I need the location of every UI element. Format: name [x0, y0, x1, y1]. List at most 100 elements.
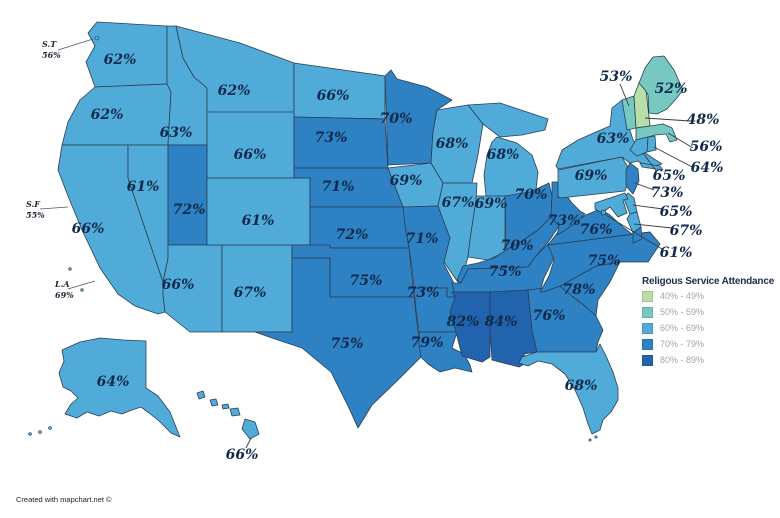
state-value-label-tx: 75%	[331, 336, 364, 352]
state-ri[interactable]	[646, 135, 657, 153]
city-label-los-angeles: L.A	[54, 279, 70, 289]
state-co[interactable]	[206, 177, 311, 246]
state-mi[interactable]	[467, 102, 549, 138]
callout-value-label-vt: 53%	[600, 69, 633, 85]
state-value-label-nc: 75%	[588, 253, 621, 269]
state-hi[interactable]	[221, 403, 230, 410]
state-value-label-id: 63%	[160, 125, 193, 141]
islet-ak-dot	[28, 432, 32, 436]
state-value-label-sd: 73%	[315, 130, 348, 146]
state-hi[interactable]	[241, 418, 260, 440]
state-tx[interactable]	[254, 257, 422, 429]
map-credit: Created with mapchart.net ©	[16, 495, 112, 504]
state-value-label-ky: 70%	[501, 238, 534, 254]
callout-value-label-dc: 61%	[660, 245, 693, 261]
state-value-label-mo: 71%	[406, 231, 439, 247]
callout-value-label-nh: 48%	[687, 112, 720, 128]
state-value-label-mi: 68%	[487, 147, 520, 163]
state-value-label-nd: 66%	[317, 88, 350, 104]
state-dc[interactable]	[600, 209, 607, 216]
state-ny[interactable]	[639, 162, 664, 171]
state-nj[interactable]	[625, 162, 640, 195]
state-value-label-mn: 70%	[380, 111, 413, 127]
state-la[interactable]	[418, 331, 473, 373]
legend-item-80-89: 80% - 89%	[642, 353, 780, 367]
state-value-label-wa: 62%	[104, 52, 137, 68]
legend-swatch-40-49	[642, 290, 653, 302]
state-ak[interactable]	[58, 337, 181, 438]
state-value-label-va: 76%	[580, 222, 613, 238]
state-hi[interactable]	[229, 407, 241, 417]
state-value-label-sc: 78%	[563, 282, 596, 298]
legend-title: Religous Service Attendance	[642, 276, 775, 287]
state-value-label-wi: 68%	[436, 136, 469, 152]
state-value-label-ak: 64%	[97, 374, 130, 390]
state-va[interactable]	[632, 226, 643, 244]
leader-line-hi	[245, 437, 252, 449]
state-value-label-az: 66%	[162, 277, 195, 293]
state-value-label-in: 69%	[475, 196, 508, 212]
legend-range-label: 80% - 89%	[660, 355, 705, 365]
islet-ca-dot	[80, 288, 84, 292]
state-me[interactable]	[638, 55, 684, 115]
state-value-label-me: 52%	[655, 81, 688, 97]
state-hi[interactable]	[209, 398, 219, 407]
state-value-label-la: 79%	[411, 335, 444, 351]
state-mn[interactable]	[384, 69, 453, 166]
legend-item-60-69: 60% - 69%	[642, 321, 780, 335]
state-value-label-nv: 61%	[127, 179, 160, 195]
legend-range-label: 70% - 79%	[660, 339, 705, 349]
leader-line-san-francisco	[39, 206, 69, 210]
state-value-label-ar: 73%	[407, 285, 440, 301]
state-value-label-co: 61%	[242, 213, 275, 229]
state-value-label-ms: 82%	[447, 314, 480, 330]
state-nh[interactable]	[633, 82, 651, 129]
state-ut[interactable]	[167, 144, 208, 246]
callout-value-label-ma: 56%	[690, 139, 723, 155]
state-fl[interactable]	[518, 343, 619, 435]
leader-line-seattle	[57, 38, 94, 51]
state-value-label-ia: 69%	[390, 173, 423, 189]
state-wv[interactable]	[550, 181, 586, 236]
state-value-label-ny: 63%	[597, 131, 630, 147]
leader-line-dc	[605, 214, 663, 250]
city-label-san-francisco: S.F	[26, 199, 41, 209]
state-value-label-wy: 66%	[234, 147, 267, 163]
leader-line-nh	[644, 117, 691, 122]
leader-line-ma	[667, 132, 694, 149]
leader-line-md	[633, 223, 673, 229]
state-vt[interactable]	[621, 95, 637, 131]
state-value-label-il: 67%	[442, 195, 475, 211]
state-value-label-wv: 73%	[548, 213, 581, 229]
state-value-label-pa: 69%	[575, 168, 608, 184]
state-value-label-al: 84%	[485, 314, 518, 330]
islet-fl-dot	[588, 438, 592, 442]
legend-swatch-80-89	[642, 354, 653, 366]
leader-line-los-angeles	[67, 280, 96, 290]
city-value-los-angeles: 69%	[55, 290, 74, 300]
city-value-san-francisco: 55%	[26, 210, 45, 220]
callout-value-label-de: 65%	[660, 204, 693, 220]
state-value-label-tn: 75%	[489, 264, 522, 280]
leader-line-ct	[642, 152, 658, 173]
state-value-label-ca: 66%	[72, 221, 105, 237]
state-value-label-fl: 68%	[565, 378, 598, 394]
state-value-label-ne: 71%	[322, 179, 355, 195]
islet-wa-dot	[94, 35, 100, 41]
state-wy[interactable]	[206, 111, 295, 179]
state-value-label-ga: 76%	[533, 308, 566, 324]
state-hi[interactable]	[196, 390, 206, 400]
islet-ak-dot	[48, 426, 52, 430]
islet-ak-dot	[38, 430, 42, 434]
callout-value-label-ct: 65%	[653, 168, 686, 184]
city-label-seattle: S.T	[42, 39, 57, 49]
state-ct[interactable]	[629, 136, 649, 157]
legend-items: 40% - 49% 50% - 59% 60% - 69% 70% - 79% 80% …	[642, 289, 780, 367]
legend-range-label: 50% - 59%	[660, 307, 705, 317]
islet-ca-dot	[68, 267, 72, 271]
state-value-label-ut: 72%	[173, 202, 206, 218]
legend-range-label: 40% - 49%	[660, 291, 705, 301]
state-value-label-ks: 72%	[336, 227, 369, 243]
state-nc[interactable]	[539, 231, 661, 293]
